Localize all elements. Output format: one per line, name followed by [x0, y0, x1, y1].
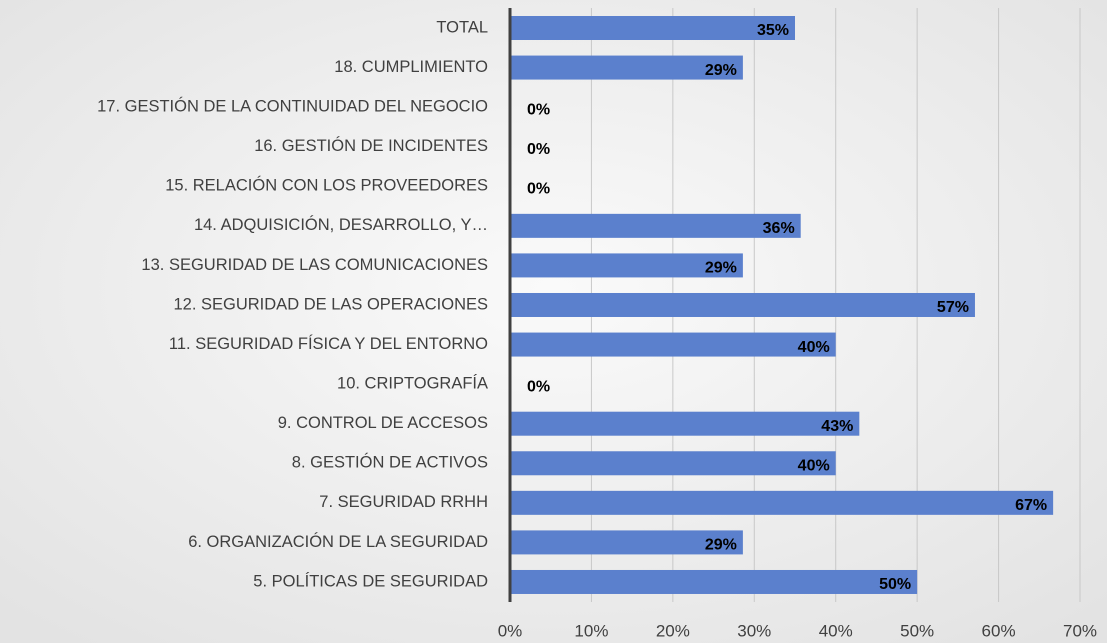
data-label: 29%: [705, 62, 737, 79]
x-tick-label: 0%: [498, 621, 523, 640]
x-tick-label: 50%: [900, 621, 934, 640]
x-tick-label: 20%: [656, 621, 690, 640]
y-tick-label: 14. ADQUISICIÓN, DESARROLLO, Y…: [194, 215, 488, 234]
y-tick-label: 18. CUMPLIMIENTO: [334, 58, 488, 76]
bar: [510, 411, 860, 436]
data-label: 43%: [821, 418, 853, 435]
y-tick-label: 6. ORGANIZACIÓN DE LA SEGURIDAD: [188, 532, 488, 551]
bar: [510, 332, 836, 357]
bar: [510, 530, 743, 555]
y-tick-label: 12. SEGURIDAD DE LAS OPERACIONES: [173, 295, 488, 313]
x-tick-label: 60%: [982, 621, 1016, 640]
y-tick-label: 5. POLÍTICAS DE SEGURIDAD: [253, 571, 488, 590]
y-tick-label: TOTAL: [436, 18, 488, 36]
y-tick-label: 7. SEGURIDAD RRHH: [319, 493, 488, 511]
x-tick-label: 70%: [1063, 621, 1097, 640]
y-tick-label: 9. CONTROL DE ACCESOS: [278, 414, 488, 432]
bar: [510, 16, 795, 40]
data-label: 0%: [527, 180, 550, 197]
y-tick-label: 8. GESTIÓN DE ACTIVOS: [292, 453, 488, 472]
y-tick-label: 15. RELACIÓN CON LOS PROVEEDORES: [165, 176, 488, 195]
data-label: 29%: [705, 537, 737, 554]
data-label: 36%: [763, 220, 795, 237]
y-tick-label: 13. SEGURIDAD DE LAS COMUNICACIONES: [141, 256, 488, 274]
data-label: 50%: [879, 576, 911, 593]
bar: [510, 213, 801, 238]
x-tick-label: 30%: [737, 621, 771, 640]
y-tick-label: 11. SEGURIDAD FÍSICA Y DEL ENTORNO: [169, 334, 488, 353]
data-label: 0%: [527, 101, 550, 118]
y-tick-label: 17. GESTIÓN DE LA CONTINUIDAD DEL NEGOCI…: [97, 96, 488, 115]
bar: [510, 569, 918, 594]
y-tick-label: 10. CRIPTOGRAFÍA: [337, 373, 488, 392]
data-label: 0%: [527, 378, 550, 395]
bar: [510, 490, 1054, 515]
bar: [510, 451, 836, 476]
data-label: 67%: [1015, 497, 1047, 514]
bar: [510, 253, 743, 278]
data-label: 40%: [798, 457, 830, 474]
bar: [510, 55, 743, 80]
data-label: 35%: [757, 22, 789, 39]
data-label: 29%: [705, 260, 737, 277]
data-label: 40%: [798, 339, 830, 356]
x-tick-label: 40%: [819, 621, 853, 640]
x-tick-label: 10%: [574, 621, 608, 640]
bar: [510, 292, 975, 317]
data-label: 57%: [937, 299, 969, 316]
data-label: 0%: [527, 141, 550, 158]
y-tick-label: 16. GESTIÓN DE INCIDENTES: [254, 136, 488, 155]
